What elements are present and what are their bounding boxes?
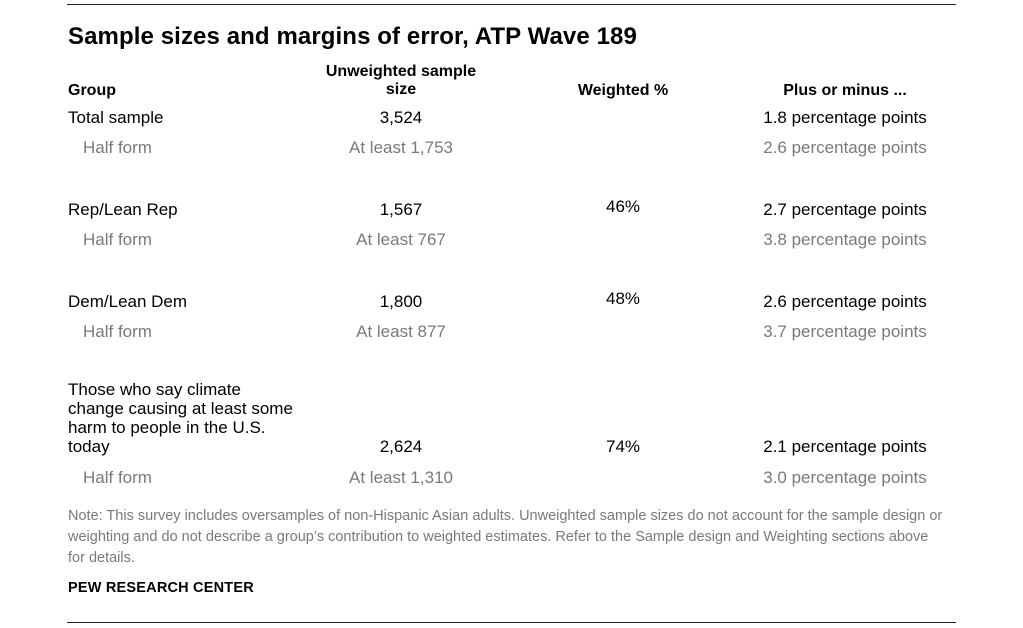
row-climate-n: 2,624 [379, 437, 423, 456]
table-note: Note: This survey includes oversamples o… [68, 508, 943, 566]
row-dem-n: 1,800 [379, 292, 423, 311]
bottom-rule [67, 622, 956, 623]
row-rep-half-label: Half form [83, 230, 152, 249]
header-margin-of-error: Plus or minus ... [783, 82, 907, 99]
header-unweighted-sample-size: Unweighted sample size [325, 63, 477, 98]
row-dem-half-n: At least 877 [356, 322, 446, 341]
row-rep-half-moe: 3.8 percentage points [763, 230, 927, 249]
row-rep-moe: 2.7 percentage points [763, 200, 927, 219]
row-rep-group: Rep/Lean Rep [68, 200, 178, 219]
header-group: Group [68, 82, 116, 99]
row-climate-half-moe: 3.0 percentage points [763, 468, 927, 487]
row-dem-half-label: Half form [83, 322, 152, 341]
top-rule [67, 4, 956, 5]
row-total-moe: 1.8 percentage points [763, 108, 927, 127]
row-total-half-label: Half form [83, 138, 152, 157]
row-climate-half-label: Half form [83, 468, 152, 487]
row-climate-group: Those who say climate change causing at … [68, 380, 293, 456]
row-climate-moe: 2.1 percentage points [763, 437, 927, 456]
table-title: Sample sizes and margins of error, ATP W… [68, 23, 637, 50]
row-dem-weighted: 48% [605, 289, 641, 308]
row-dem-group: Dem/Lean Dem [68, 292, 188, 311]
row-total-half-moe: 2.6 percentage points [763, 138, 927, 157]
row-climate-weighted: 74% [605, 437, 641, 456]
header-weighted-percent: Weighted % [577, 82, 669, 99]
row-dem-half-moe: 3.7 percentage points [763, 322, 927, 341]
row-total-n: 3,524 [379, 108, 423, 127]
row-dem-moe: 2.6 percentage points [763, 292, 927, 311]
row-rep-half-n: At least 767 [356, 230, 446, 249]
row-rep-n: 1,567 [379, 200, 423, 219]
row-total-group: Total sample [68, 108, 164, 127]
row-rep-weighted: 46% [605, 197, 641, 216]
row-total-half-n: At least 1,753 [349, 138, 453, 157]
row-climate-half-n: At least 1,310 [349, 468, 453, 487]
source-credit: PEW RESEARCH CENTER [68, 580, 254, 596]
